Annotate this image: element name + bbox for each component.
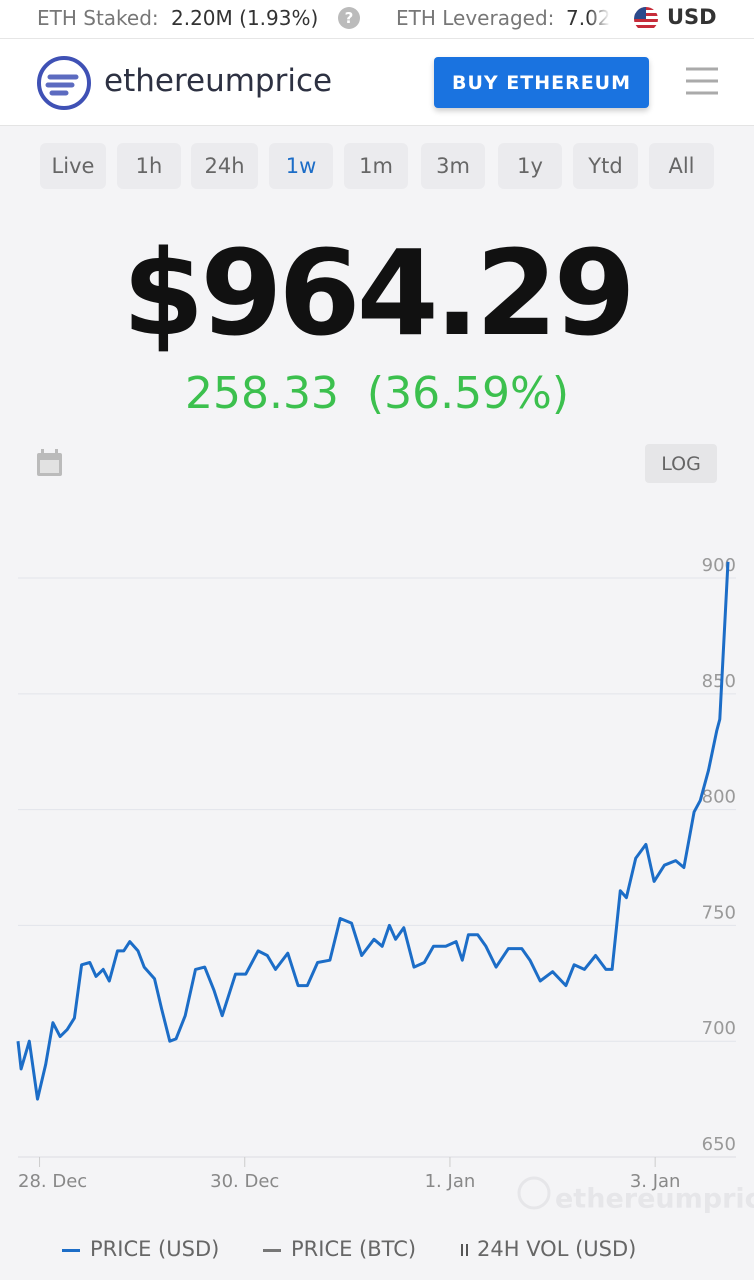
x-tick-label: 30. Dec — [210, 1171, 279, 1192]
tab[interactable]: All — [649, 143, 714, 189]
log-button[interactable]: LOG — [645, 444, 717, 483]
tab[interactable]: Ytd — [573, 143, 638, 189]
top-bar: ETH Staked: 2.20M (1.93%) ? ETH Leverage… — [0, 0, 754, 39]
tab[interactable]: 1h — [117, 143, 181, 189]
staked-value: 2.20M (1.93%) — [171, 6, 319, 30]
legend-symbol — [62, 1249, 80, 1252]
leveraged-label: ETH Leveraged: — [396, 6, 555, 30]
price: $964.29 — [122, 224, 635, 362]
x-tick-label: 3. Jan — [630, 1171, 681, 1192]
tab[interactable]: 3m — [421, 143, 485, 189]
change: 258.33 — [184, 368, 339, 419]
watermark: ethereumprice — [555, 1184, 754, 1215]
y-tick-label: 750 — [702, 902, 736, 923]
y-tick-label: 800 — [702, 787, 736, 808]
x-tick-label: 28. Dec — [18, 1171, 87, 1192]
currency[interactable]: USD — [667, 5, 717, 29]
watermark-icon — [517, 1176, 551, 1210]
y-tick-label: 850 — [702, 671, 736, 692]
y-tick-label: 900 — [702, 555, 736, 576]
price-line — [16, 561, 730, 1101]
legend-label[interactable]: PRICE (USD) — [90, 1237, 220, 1261]
calendar-icon[interactable] — [36, 449, 63, 477]
logo-text[interactable]: ethereumprice — [104, 63, 333, 99]
menu-icon[interactable] — [684, 66, 720, 96]
legend-symbol — [263, 1249, 281, 1252]
buy-button[interactable]: BUY ETHEREUM — [434, 57, 649, 108]
legend-label[interactable]: PRICE (BTC) — [291, 1237, 417, 1261]
x-tick-label: 1. Jan — [425, 1171, 476, 1192]
tab[interactable]: 24h — [191, 143, 258, 189]
tab[interactable]: Live — [40, 143, 106, 189]
y-tick-label: 650 — [702, 1134, 736, 1155]
change-row: 258.33 (36.59%) — [0, 366, 754, 422]
leveraged-value: 7.02 — [566, 6, 610, 30]
logo-icon — [37, 56, 91, 110]
tab[interactable]: 1m — [344, 143, 408, 189]
tab[interactable]: 1w — [269, 143, 333, 189]
legend-symbol — [461, 1244, 468, 1256]
help-icon[interactable]: ? — [338, 7, 360, 29]
staked-label: ETH Staked: — [37, 6, 159, 30]
tab[interactable]: 1y — [498, 143, 562, 189]
change-percent: (36.59%) — [366, 368, 570, 419]
y-tick-label: 700 — [702, 1018, 736, 1039]
legend-label[interactable]: 24H VOL (USD) — [477, 1237, 637, 1261]
header: ethereumprice BUY ETHEREUM — [0, 39, 754, 126]
flag-icon — [634, 7, 658, 31]
